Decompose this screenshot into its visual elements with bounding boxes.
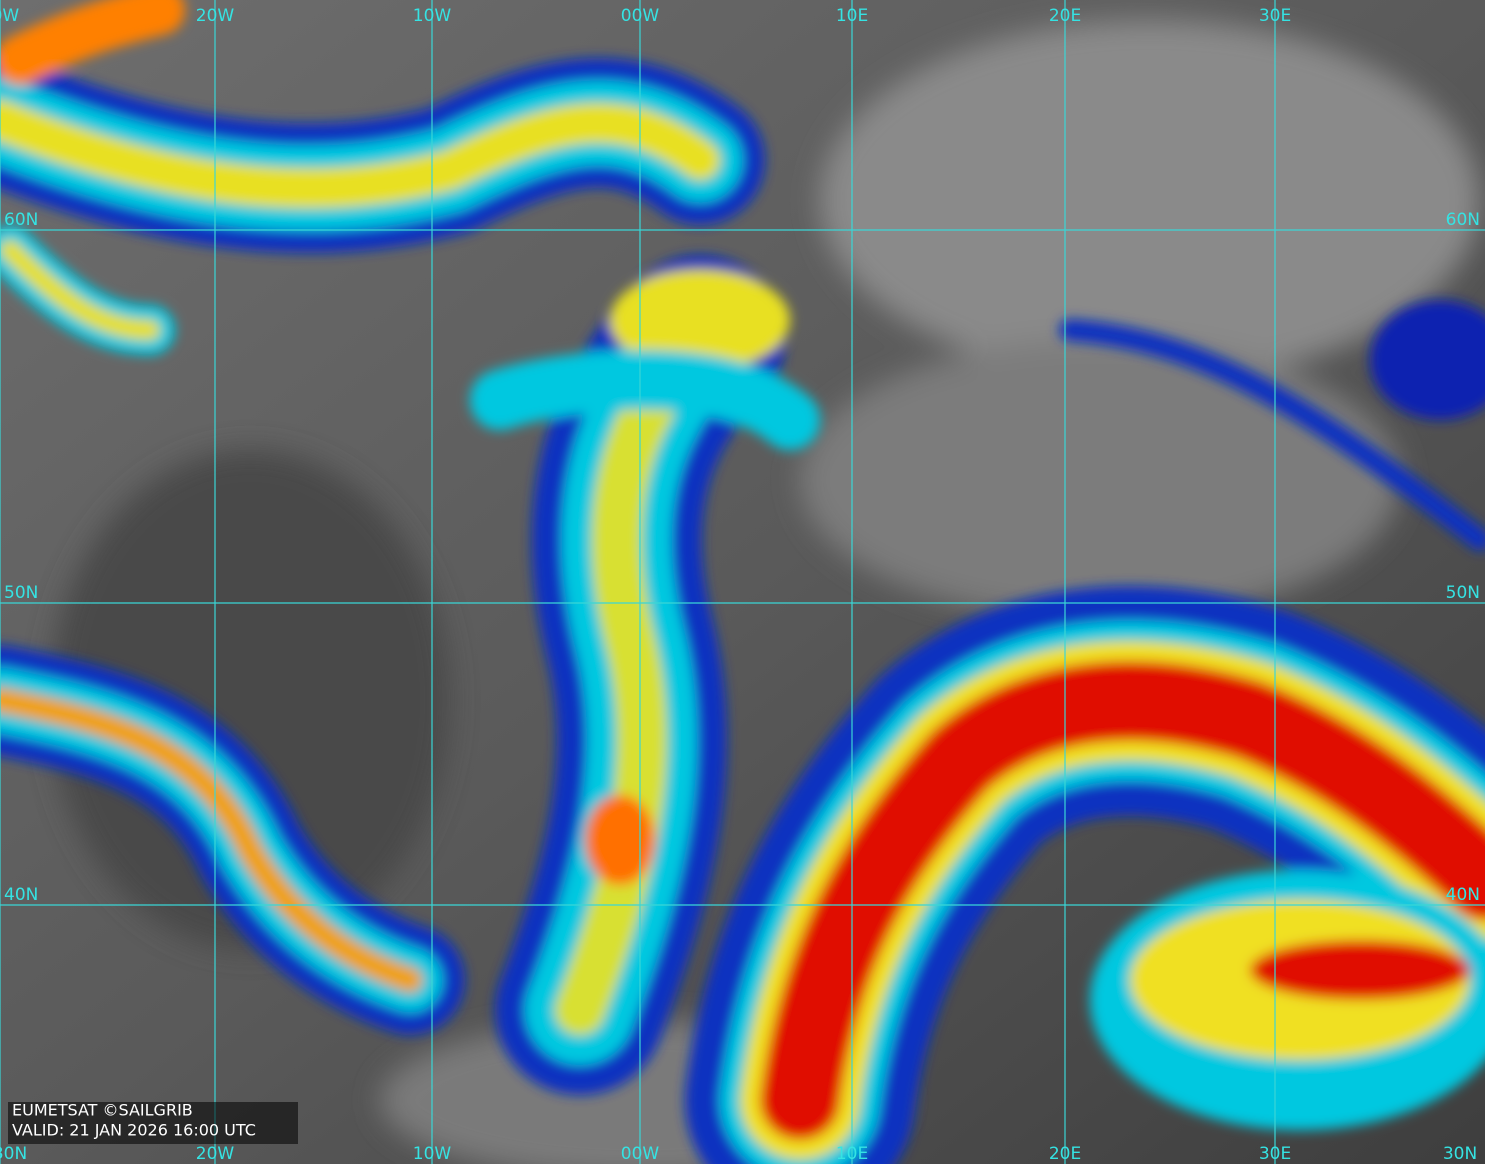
bottom-label: 00W (621, 1144, 660, 1164)
bottom-label: 20W (196, 1144, 235, 1164)
lat-label: 50N (1446, 583, 1480, 603)
credit-line: VALID: 21 JAN 2026 16:00 UTC (12, 1121, 256, 1140)
bottom-label: 30E (1259, 1144, 1291, 1164)
lat-label: 40N (1446, 885, 1480, 905)
bottom-label: 10E (836, 1144, 868, 1164)
bottom-label: 20E (1049, 1144, 1081, 1164)
lat-label: 60N (4, 210, 38, 230)
lon-label: 30W (0, 6, 19, 26)
lat-label: 50N (4, 583, 38, 603)
lon-label: 10E (836, 6, 868, 26)
bottom-label: 30N (1443, 1144, 1477, 1164)
lat-label: 60N (1446, 210, 1480, 230)
bottom-label: 10W (413, 1144, 452, 1164)
lon-label: 20E (1049, 6, 1081, 26)
bottom-label: 30N (0, 1144, 27, 1164)
credit-line: EUMETSAT ©SAILGRIB (12, 1101, 193, 1120)
credit-box (8, 1102, 298, 1144)
lat-label: 40N (4, 885, 38, 905)
lon-label: 20W (196, 6, 235, 26)
lon-label: 10W (413, 6, 452, 26)
lon-label: 00W (621, 6, 660, 26)
grid-labels: 30W 20W 10W 00W 10E 20E 30E 30N 20W 10W 00W 10E 20E 3… (0, 6, 1480, 1164)
lon-label: 30E (1259, 6, 1291, 26)
